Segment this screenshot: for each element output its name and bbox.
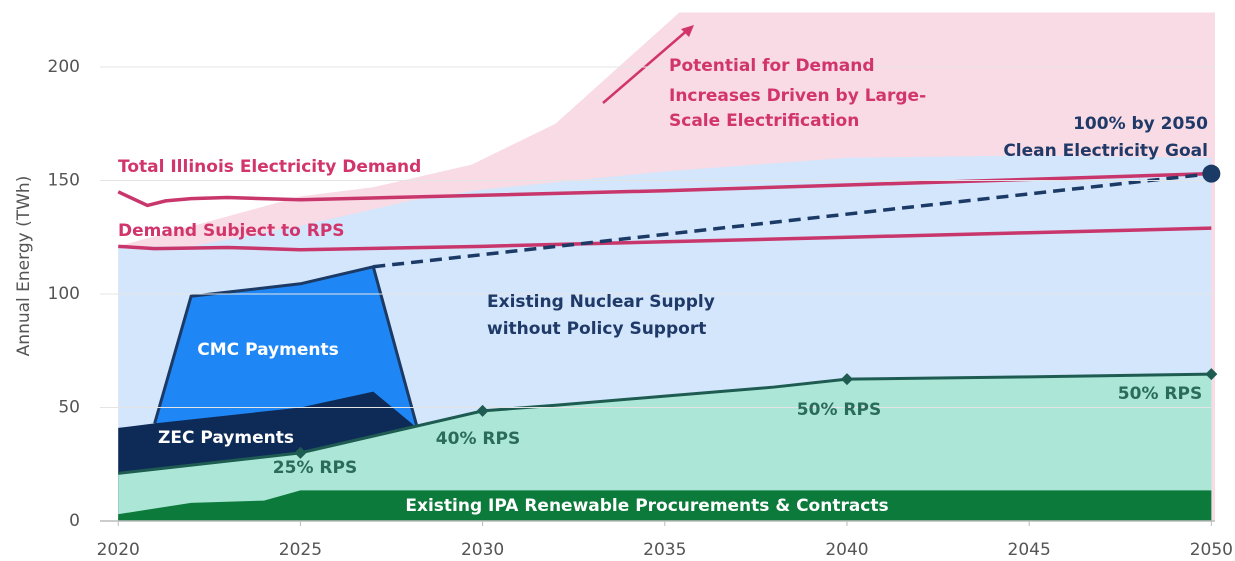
milestone-label: 50% RPS bbox=[797, 400, 881, 420]
x-tick-label: 2045 bbox=[1008, 540, 1051, 560]
y-tick-label: 100 bbox=[48, 284, 80, 304]
y-tick-label: 0 bbox=[69, 511, 80, 531]
y-tick-label: 150 bbox=[48, 170, 80, 190]
milestone-marker bbox=[840, 373, 853, 386]
milestone-label: 40% RPS bbox=[436, 429, 520, 449]
series-label: without Policy Support bbox=[487, 319, 706, 339]
x-tick-label: 2025 bbox=[279, 540, 322, 560]
milestone-marker bbox=[294, 446, 307, 459]
series-label: Potential for Demand bbox=[669, 56, 875, 76]
series-label: Scale Electrification bbox=[669, 111, 859, 131]
arrow-head bbox=[681, 25, 694, 37]
series-label: Existing Nuclear Supply bbox=[487, 292, 715, 312]
series-label: 100% by 2050 bbox=[1073, 114, 1208, 134]
area bbox=[118, 374, 1212, 521]
series-label: ZEC Payments bbox=[158, 428, 294, 448]
x-tick-label: 2020 bbox=[97, 540, 140, 560]
area bbox=[118, 490, 1212, 521]
milestone-marker bbox=[476, 404, 489, 417]
milestone-label: 50% RPS bbox=[1118, 384, 1202, 404]
arrow bbox=[602, 27, 691, 104]
milestone-label: 25% RPS bbox=[273, 458, 357, 478]
x-tick-label: 2035 bbox=[643, 540, 686, 560]
x-tick-label: 2050 bbox=[1190, 540, 1233, 560]
area-outline bbox=[118, 372, 1212, 475]
milestone-marker bbox=[1205, 368, 1218, 381]
area-outline bbox=[153, 264, 419, 428]
series-label: Clean Electricity Goal bbox=[1003, 141, 1208, 161]
line bbox=[117, 171, 1212, 208]
series-label: Increases Driven by Large- bbox=[669, 86, 926, 106]
line bbox=[118, 226, 1212, 252]
series-label: CMC Payments bbox=[197, 340, 338, 360]
plot-area bbox=[117, 12, 1215, 521]
x-tick-label: 2040 bbox=[825, 540, 868, 560]
y-axis-label: Annual Energy (TWh) bbox=[14, 176, 34, 357]
series-label: Total Illinois Electricity Demand bbox=[118, 157, 421, 177]
goal-point bbox=[1202, 164, 1221, 183]
series-label: Demand Subject to RPS bbox=[118, 221, 345, 241]
series-label: Existing IPA Renewable Procurements & Co… bbox=[405, 496, 888, 516]
x-tick-label: 2030 bbox=[461, 540, 504, 560]
y-tick-label: 50 bbox=[58, 397, 80, 417]
line bbox=[373, 171, 1212, 269]
y-tick-label: 200 bbox=[48, 57, 80, 77]
